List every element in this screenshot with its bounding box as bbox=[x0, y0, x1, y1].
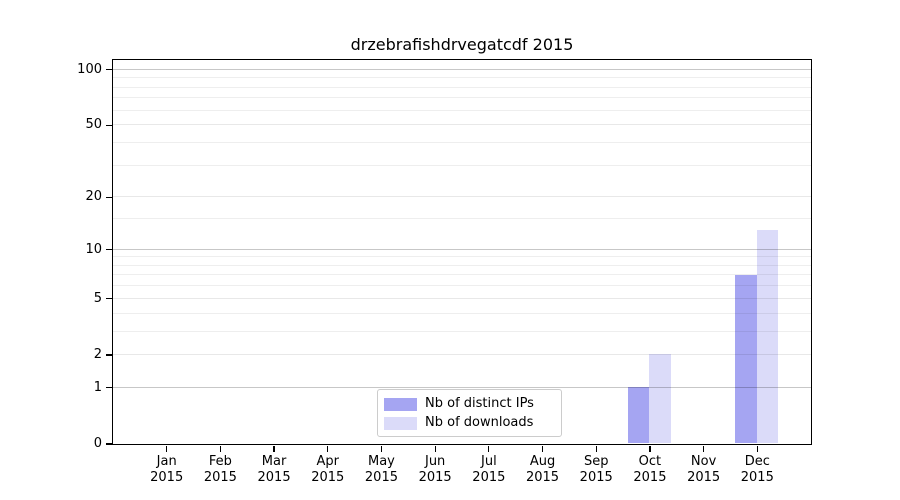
gridline-y-7 bbox=[112, 274, 811, 276]
x-tick-month: Aug bbox=[529, 454, 556, 469]
x-tick-mark-feb bbox=[219, 445, 222, 452]
gridline-y-9 bbox=[112, 256, 811, 258]
legend-row-downloads: Nb of downloads bbox=[384, 416, 553, 430]
x-tick-label-jun: Jun 2015 bbox=[407, 454, 463, 485]
x-tick-mark-mar bbox=[273, 445, 275, 452]
y-tick-mark-0 bbox=[106, 443, 112, 445]
bar-distinct-ips-dec bbox=[735, 274, 757, 444]
x-tick-year: 2015 bbox=[525, 469, 560, 485]
x-tick-mark-aug bbox=[541, 445, 544, 452]
y-tick-mark-20 bbox=[106, 196, 112, 198]
y-tick-label-2: 2 bbox=[93, 346, 102, 362]
bar-downloads-oct bbox=[649, 354, 671, 444]
x-tick-month: Apr bbox=[316, 454, 340, 469]
x-tick-year: 2015 bbox=[311, 469, 345, 485]
x-tick-mark-oct bbox=[649, 445, 651, 452]
x-tick-mark-may bbox=[380, 445, 383, 452]
x-tick-mark-nov bbox=[702, 445, 705, 452]
x-tick-year: 2015 bbox=[633, 469, 667, 485]
gridline-y-8 bbox=[112, 264, 811, 266]
legend-label-downloads: Nb of downloads bbox=[425, 415, 534, 430]
gridline-y-6 bbox=[112, 285, 811, 287]
legend-label-distinct-ips: Nb of distinct IPs bbox=[425, 396, 534, 411]
x-tick-mark-jul bbox=[488, 445, 490, 452]
x-tick-month: Jan bbox=[156, 454, 177, 469]
legend-row-distinct-ips: Nb of distinct IPs bbox=[384, 397, 553, 411]
gridline-y-50 bbox=[112, 124, 811, 126]
x-tick-label-apr: Apr 2015 bbox=[300, 454, 356, 485]
y-tick-label-10: 10 bbox=[85, 241, 102, 257]
y-tick-mark-100 bbox=[106, 69, 112, 71]
y-tick-label-100: 100 bbox=[77, 61, 102, 77]
gridline-y-90 bbox=[112, 77, 811, 79]
x-tick-year: 2015 bbox=[687, 469, 721, 485]
x-tick-label-sep: Sep 2015 bbox=[568, 454, 624, 485]
x-tick-label-may: May 2015 bbox=[353, 454, 409, 485]
x-tick-year: 2015 bbox=[257, 469, 291, 485]
x-tick-month: May bbox=[368, 454, 395, 469]
x-tick-month: Jun bbox=[424, 454, 446, 469]
x-tick-month: Dec bbox=[744, 454, 770, 469]
x-tick-mark-jan bbox=[166, 445, 168, 452]
gridline-y-4 bbox=[112, 312, 811, 314]
x-tick-label-jan: Jan 2015 bbox=[139, 454, 195, 485]
gridline-y-80 bbox=[112, 86, 811, 88]
y-tick-mark-10 bbox=[106, 248, 112, 251]
gridline-y-5 bbox=[112, 297, 811, 299]
x-tick-label-jul: Jul 2015 bbox=[461, 454, 517, 485]
x-tick-label-nov: Nov 2015 bbox=[676, 454, 732, 485]
x-tick-month: Sep bbox=[583, 454, 609, 469]
legend: Nb of distinct IPs Nb of downloads bbox=[377, 389, 562, 437]
gridline-y-15 bbox=[112, 218, 811, 220]
gridline-y-40 bbox=[112, 141, 811, 143]
x-tick-year: 2015 bbox=[418, 469, 452, 485]
x-tick-mark-sep bbox=[595, 445, 597, 452]
chart-title: drzebrafishdrvegatcdf 2015 bbox=[350, 35, 574, 54]
bar-downloads-dec bbox=[756, 229, 779, 444]
gridline-y-60 bbox=[112, 109, 811, 111]
y-tick-mark-50 bbox=[106, 124, 112, 126]
x-tick-year: 2015 bbox=[203, 469, 237, 485]
gridline-y-20 bbox=[112, 196, 811, 198]
gridline-y-100 bbox=[112, 68, 811, 70]
gridline-y-30 bbox=[112, 164, 811, 166]
gridline-y-2 bbox=[112, 353, 811, 355]
x-tick-month: Jul bbox=[481, 454, 497, 469]
x-tick-label-mar: Mar 2015 bbox=[246, 454, 302, 485]
y-tick-mark-1 bbox=[106, 387, 112, 389]
x-tick-label-aug: Aug 2015 bbox=[515, 454, 571, 485]
x-tick-mark-dec bbox=[756, 445, 758, 452]
x-tick-label-dec: Dec 2015 bbox=[729, 454, 785, 485]
y-tick-label-0: 0 bbox=[93, 436, 102, 451]
legend-swatch-downloads bbox=[384, 416, 417, 430]
x-tick-month: Feb bbox=[208, 454, 232, 469]
x-tick-month: Mar bbox=[261, 454, 287, 469]
gridline-y-10 bbox=[112, 248, 811, 250]
y-tick-label-20: 20 bbox=[85, 189, 102, 205]
x-tick-mark-apr bbox=[327, 445, 329, 452]
x-tick-year: 2015 bbox=[740, 469, 774, 485]
x-tick-year: 2015 bbox=[364, 469, 398, 485]
gridline-y-1 bbox=[112, 386, 811, 388]
legend-swatch-distinct-ips bbox=[384, 397, 417, 411]
y-tick-label-5: 5 bbox=[93, 290, 102, 306]
x-tick-year: 2015 bbox=[579, 469, 613, 485]
x-tick-month: Nov bbox=[690, 454, 717, 469]
plot-area bbox=[111, 58, 812, 445]
x-tick-year: 2015 bbox=[472, 469, 506, 485]
x-tick-mark-jun bbox=[434, 445, 436, 452]
y-tick-mark-2 bbox=[106, 354, 112, 356]
y-tick-mark-5 bbox=[106, 298, 112, 300]
y-tick-label-50: 50 bbox=[85, 117, 102, 133]
gridline-y-70 bbox=[112, 97, 811, 99]
x-tick-label-oct: Oct 2015 bbox=[622, 454, 678, 485]
x-tick-label-feb: Feb 2015 bbox=[192, 454, 248, 485]
x-tick-year: 2015 bbox=[150, 469, 184, 485]
x-tick-month: Oct bbox=[638, 454, 662, 469]
gridline-y-3 bbox=[112, 330, 811, 332]
y-tick-label-1: 1 bbox=[93, 379, 102, 395]
bar-distinct-ips-oct bbox=[627, 387, 650, 444]
